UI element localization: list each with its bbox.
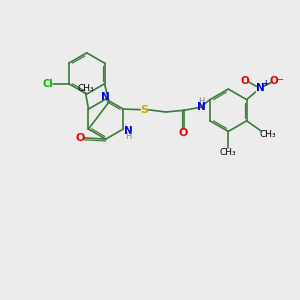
Text: H: H — [125, 132, 132, 141]
Text: N: N — [256, 83, 264, 94]
Text: +: + — [262, 79, 268, 88]
Text: Cl: Cl — [42, 79, 53, 89]
Text: N: N — [101, 92, 110, 102]
Text: CH₃: CH₃ — [77, 84, 94, 93]
Text: S: S — [140, 105, 148, 115]
Text: O: O — [241, 76, 250, 86]
Text: N: N — [197, 102, 206, 112]
Text: O: O — [269, 76, 278, 86]
Text: O: O — [179, 128, 188, 138]
Text: O: O — [75, 133, 85, 143]
Text: −: − — [276, 75, 285, 85]
Text: N: N — [124, 126, 133, 136]
Text: CH₃: CH₃ — [260, 130, 276, 139]
Text: CH₃: CH₃ — [220, 148, 237, 157]
Text: H: H — [199, 97, 205, 106]
